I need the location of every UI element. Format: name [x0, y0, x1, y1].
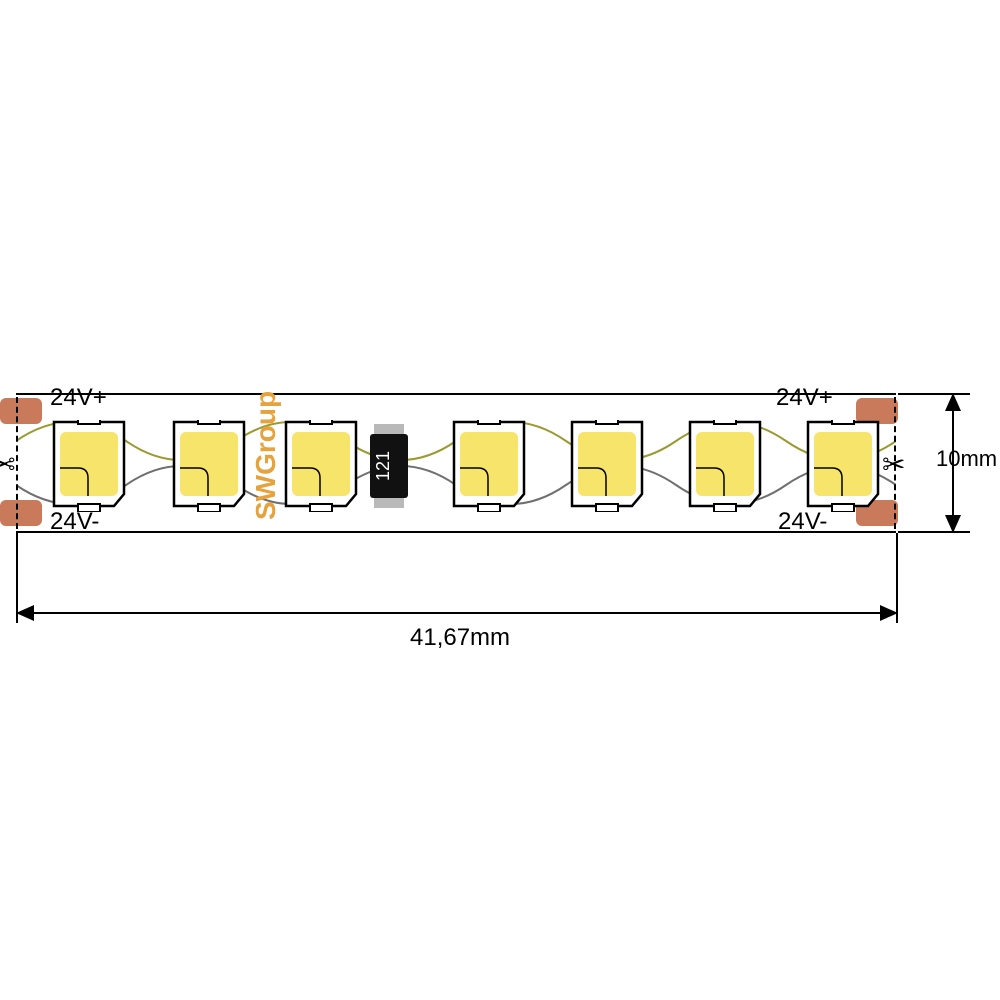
brand-logo: SWGroup [250, 391, 282, 520]
led-chip [48, 420, 128, 512]
led-chip [802, 420, 882, 512]
arrow-down-icon [945, 515, 961, 533]
led-strip-diagram: ✂ ✂ SWGroup [0, 0, 1000, 1000]
label-pos-right: 24V+ [776, 384, 833, 412]
smd-resistor: 121 [366, 424, 412, 508]
led-chip [280, 420, 360, 512]
scissors-icon: ✂ [0, 448, 15, 481]
arrow-up-icon [945, 393, 961, 411]
pad-bot-left [0, 500, 42, 526]
label-neg-left: 24V- [50, 508, 99, 536]
pad-top-left [0, 398, 42, 424]
led-chip [566, 420, 646, 512]
label-pos-left: 24V+ [50, 384, 107, 412]
resistor-value: 121 [373, 451, 393, 481]
scissors-icon: ✂ [882, 448, 905, 481]
dim-height-text: 10mm [936, 446, 997, 472]
logo-sw: SWGroup [250, 391, 281, 520]
led-chip [448, 420, 528, 512]
led-chip [684, 420, 764, 512]
label-neg-right: 24V- [778, 508, 827, 536]
arrow-right-icon [880, 605, 898, 621]
dim-width-line [16, 612, 898, 614]
arrow-left-icon [16, 605, 34, 621]
led-chip [168, 420, 248, 512]
dim-width-text: 41,67mm [410, 624, 510, 652]
cut-line-left [16, 397, 18, 529]
